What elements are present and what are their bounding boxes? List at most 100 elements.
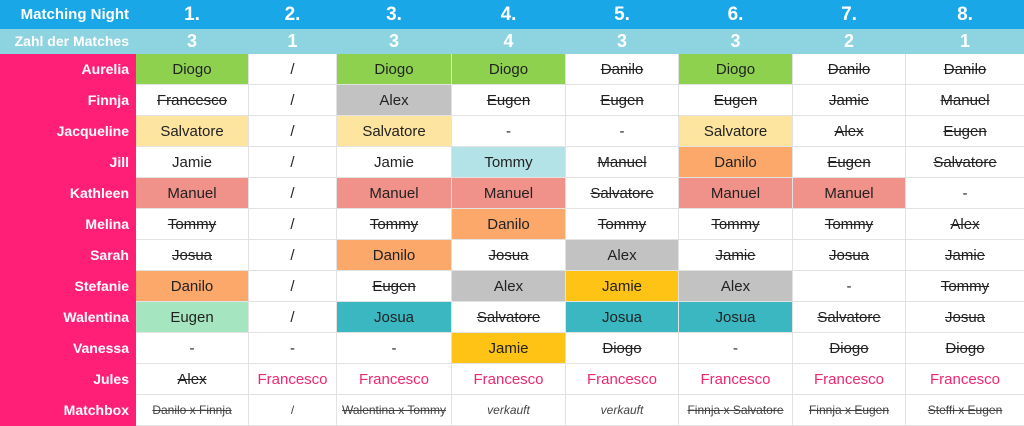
- table-cell: Salvatore: [566, 178, 679, 209]
- table-cell: /: [249, 54, 337, 85]
- table-cell: Eugen: [136, 302, 249, 333]
- table-cell: /: [249, 271, 337, 302]
- night-number: 5.: [566, 1, 679, 29]
- row-name: Sarah: [1, 240, 136, 271]
- table-cell: Manuel: [136, 178, 249, 209]
- table-cell: /: [249, 209, 337, 240]
- table-cell: Walentina x Tommy: [337, 395, 452, 426]
- table-cell: /: [249, 178, 337, 209]
- night-number: 3.: [337, 1, 452, 29]
- table-cell: Manuel: [793, 178, 906, 209]
- table-cell: Diogo: [679, 54, 793, 85]
- table-cell: Alex: [679, 271, 793, 302]
- table-cell: Eugen: [793, 147, 906, 178]
- table-cell: Francesco: [452, 364, 566, 395]
- row-name: Matchbox: [1, 395, 136, 426]
- night-number: 8.: [906, 1, 1024, 29]
- table-cell: Salvatore: [906, 147, 1024, 178]
- table-cell: Danilo: [906, 54, 1024, 85]
- table-cell: Salvatore: [337, 116, 452, 147]
- row-name: Aurelia: [1, 54, 136, 85]
- row-name: Kathleen: [1, 178, 136, 209]
- match-count: 3: [566, 29, 679, 54]
- table-cell: Jamie: [136, 147, 249, 178]
- header-row-nights: Matching Night 1. 2. 3. 4. 5. 6. 7. 8.: [1, 1, 1024, 29]
- table-cell: Josua: [452, 240, 566, 271]
- header-row-match-counts: Zahl der Matches 3 1 3 4 3 3 2 1: [1, 29, 1024, 54]
- match-count: 1: [906, 29, 1024, 54]
- table-cell: Danilo: [793, 54, 906, 85]
- table-cell: Josua: [793, 240, 906, 271]
- table-cell: -: [566, 116, 679, 147]
- matching-night-label: Matching Night: [1, 1, 136, 29]
- table-cell: Tommy: [452, 147, 566, 178]
- row-name: Jules: [1, 364, 136, 395]
- table-cell: Alex: [906, 209, 1024, 240]
- table-cell: Jamie: [566, 271, 679, 302]
- row-name: Stefanie: [1, 271, 136, 302]
- table-cell: Tommy: [793, 209, 906, 240]
- night-number: 7.: [793, 1, 906, 29]
- table-cell: -: [337, 333, 452, 364]
- row-name: Jacqueline: [1, 116, 136, 147]
- table-cell: /: [249, 116, 337, 147]
- row-name: Walentina: [1, 302, 136, 333]
- table-cell: Diogo: [906, 333, 1024, 364]
- table-cell: Francesco: [136, 85, 249, 116]
- table-cell: Eugen: [906, 116, 1024, 147]
- table-cell: Manuel: [566, 147, 679, 178]
- table-cell: Josua: [906, 302, 1024, 333]
- table-cell: Alex: [337, 85, 452, 116]
- table-cell: Salvatore: [136, 116, 249, 147]
- table-cell: Josua: [136, 240, 249, 271]
- night-number: 6.: [679, 1, 793, 29]
- table-cell: Francesco: [337, 364, 452, 395]
- table-cell: Steffi x Eugen: [906, 395, 1024, 426]
- table-cell: Danilo: [452, 209, 566, 240]
- table-cell: Francesco: [793, 364, 906, 395]
- table-cell: Eugen: [566, 85, 679, 116]
- table-cell: Jamie: [793, 85, 906, 116]
- night-number: 1.: [136, 1, 249, 29]
- table-cell: Jamie: [679, 240, 793, 271]
- table-cell: -: [906, 178, 1024, 209]
- table-cell: Salvatore: [679, 116, 793, 147]
- table-cell: Danilo: [337, 240, 452, 271]
- table-cell: Eugen: [337, 271, 452, 302]
- table-cell: Josua: [337, 302, 452, 333]
- table-cell: -: [452, 116, 566, 147]
- match-count-label: Zahl der Matches: [1, 29, 136, 54]
- table-cell: Jamie: [452, 333, 566, 364]
- table-cell: /: [249, 85, 337, 116]
- match-count: 3: [679, 29, 793, 54]
- match-count: 3: [337, 29, 452, 54]
- night-number: 2.: [249, 1, 337, 29]
- table-cell: -: [136, 333, 249, 364]
- table-cell: Josua: [566, 302, 679, 333]
- table-cell: Alex: [566, 240, 679, 271]
- table-cell: verkauft: [566, 395, 679, 426]
- table-cell: Alex: [452, 271, 566, 302]
- table-cell: /: [249, 240, 337, 271]
- table-cell: Finnja x Salvatore: [679, 395, 793, 426]
- table-cell: Danilo: [679, 147, 793, 178]
- table-cell: Salvatore: [452, 302, 566, 333]
- night-number: 4.: [452, 1, 566, 29]
- table-cell: Alex: [136, 364, 249, 395]
- table-cell: Manuel: [906, 85, 1024, 116]
- row-name: Jill: [1, 147, 136, 178]
- row-name: Finnja: [1, 85, 136, 116]
- table-cell: Alex: [793, 116, 906, 147]
